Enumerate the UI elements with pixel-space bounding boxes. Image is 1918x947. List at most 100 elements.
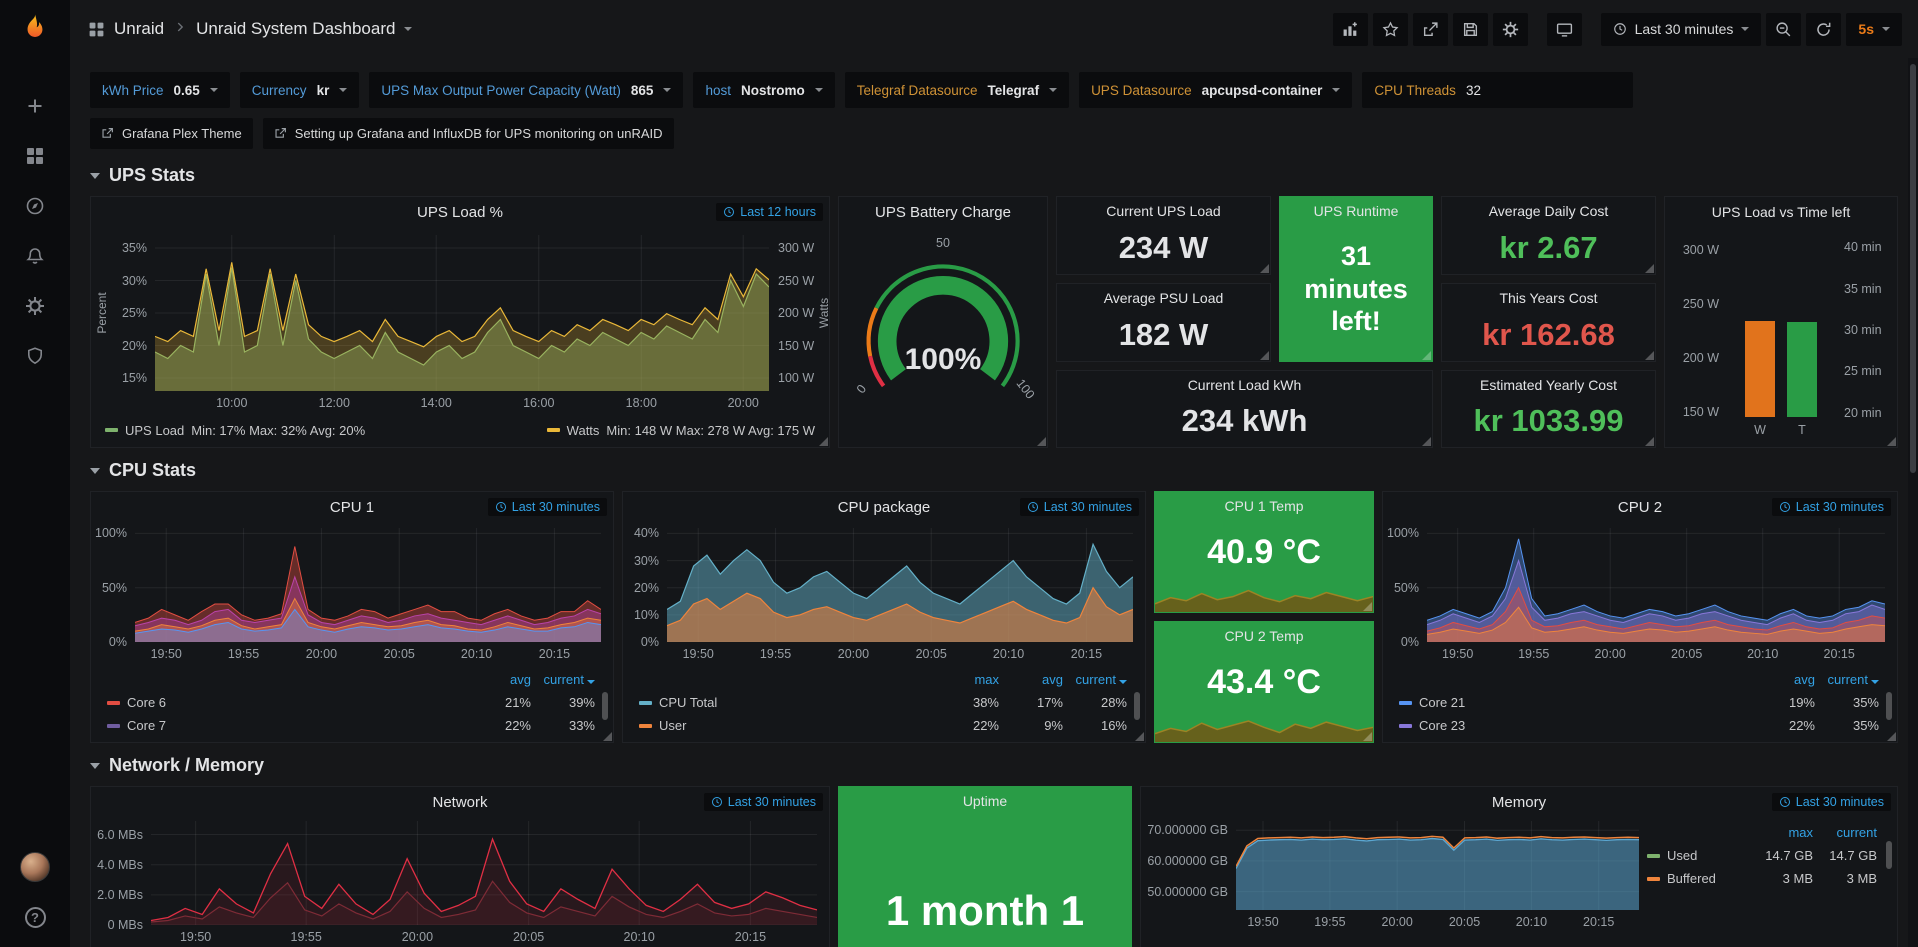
sidebar-item-alerting[interactable] [14, 238, 56, 274]
legend-item[interactable]: Watts Min: 148 W Max: 278 W Avg: 175 W [546, 423, 815, 438]
panel-title[interactable]: Current Load kWh [1187, 377, 1302, 393]
refresh-interval-picker[interactable]: 5s [1846, 12, 1902, 46]
time-range-picker[interactable]: Last 30 minutes [1600, 12, 1762, 46]
panel-title[interactable]: UPS Battery Charge [875, 203, 1011, 221]
variable-value[interactable]: Nostromo [740, 82, 805, 98]
panel-title[interactable]: This Years Cost [1499, 290, 1598, 306]
series-swatch[interactable] [639, 700, 652, 705]
variable-kwh-price[interactable]: kWh Price 0.65 [90, 72, 230, 108]
variable-ups-max-output-power-capacity-watt-[interactable]: UPS Max Output Power Capacity (Watt) 865 [369, 72, 684, 108]
sidebar-item-help[interactable]: ? [14, 899, 56, 935]
legend-sort-current[interactable]: current [531, 672, 595, 687]
page-scrollbar[interactable] [1908, 58, 1918, 947]
legend-row[interactable]: Core 23 22% 35% [1399, 714, 1879, 737]
variable-ups-datasource[interactable]: UPS Datasource apcupsd-container [1079, 72, 1353, 108]
bar-W[interactable] [1745, 321, 1775, 417]
add-panel-button[interactable] [1332, 12, 1368, 46]
panel-title[interactable]: UPS Load % [417, 203, 503, 221]
cycle-view-button[interactable] [1546, 12, 1582, 46]
variable-currency[interactable]: Currency kr [239, 72, 360, 108]
legend-row[interactable]: User 22% 9% 16% [639, 714, 1127, 737]
user-avatar[interactable] [14, 849, 56, 885]
variable-value[interactable]: apcupsd-container [1201, 82, 1323, 98]
sidebar-item-create[interactable] [14, 88, 56, 124]
panel-title[interactable]: CPU 2 [1617, 498, 1663, 516]
legend-scrollbar[interactable] [602, 692, 608, 720]
network-chart[interactable]: 0 MBs 2.0 MBs 4.0 MBs 6.0 MBs 19:50 19:55 20:0… [91, 817, 829, 947]
panel-title[interactable]: CPU package [837, 498, 931, 516]
legend-sort-current[interactable]: current [1815, 672, 1879, 687]
breadcrumb-dashboard[interactable]: Unraid System Dashboard [196, 19, 396, 38]
series-swatch[interactable] [1399, 700, 1412, 705]
share-button[interactable] [1412, 12, 1448, 46]
legend-row[interactable]: Core 21 19% 35% [1399, 691, 1879, 714]
grafana-logo[interactable] [18, 12, 52, 46]
save-button[interactable] [1452, 12, 1488, 46]
legend-sort-max[interactable]: max [1788, 825, 1813, 840]
variable-telegraf-datasource[interactable]: Telegraf Datasource Telegraf [844, 72, 1070, 108]
legend-row[interactable]: Used 14.7 GB 14.7 GB [1647, 844, 1877, 867]
row-toggle-ups-stats[interactable]: UPS Stats [90, 165, 1898, 186]
variable-value[interactable]: 32 [1465, 82, 1481, 98]
legend-row[interactable]: Buffered 3 MB 3 MB [1647, 867, 1877, 890]
battery-gauge[interactable]: 0 50 100 100% [850, 236, 1038, 402]
legend-sort-avg[interactable]: avg [1042, 672, 1063, 687]
memory-chart[interactable]: 50.000000 GB 60.000000 GB 70.000000 GB 19:5… [1141, 817, 1647, 947]
star-button[interactable] [1372, 12, 1408, 46]
legend-scrollbar[interactable] [1886, 841, 1892, 869]
legend-row[interactable]: CPU Total 38% 17% 28% [639, 691, 1127, 714]
variable-cpu-threads[interactable]: CPU Threads 32 [1362, 72, 1633, 108]
scrollbar-thumb[interactable] [1910, 64, 1916, 473]
legend-row[interactable]: Core 7 22% 33% [107, 714, 595, 737]
sidebar-item-server-admin[interactable] [14, 338, 56, 374]
ups-bar-gauge[interactable]: 150 W 200 W 250 W 300 W 20 min 25 min 30 min 35… [1665, 227, 1897, 447]
legend-item[interactable]: UPS Load Min: 17% Max: 32% Avg: 20% [105, 423, 365, 438]
panel-title[interactable]: CPU 2 Temp [1224, 628, 1304, 644]
legend-row[interactable]: Core 6 21% 39% [107, 691, 595, 714]
variable-value[interactable]: 865 [630, 82, 654, 98]
panel-title[interactable]: Average Daily Cost [1488, 203, 1609, 219]
legend-sort-avg[interactable]: avg [510, 672, 531, 687]
legend-sort-current[interactable]: current [1836, 825, 1877, 840]
panel-title[interactable]: CPU 1 [329, 498, 375, 516]
series-swatch[interactable] [107, 723, 120, 728]
panel-title[interactable]: Network [432, 793, 488, 811]
series-swatch[interactable] [107, 700, 120, 705]
panel-title[interactable]: UPS Runtime [1313, 203, 1399, 219]
refresh-button[interactable] [1806, 12, 1842, 46]
panel-title[interactable]: UPS Load vs Time left [1711, 204, 1851, 220]
variable-value[interactable]: Telegraf [987, 82, 1040, 98]
panel-title[interactable]: CPU 1 Temp [1224, 498, 1304, 514]
row-toggle-cpu-stats[interactable]: CPU Stats [90, 460, 1898, 481]
variable-value[interactable]: kr [316, 82, 330, 98]
dashboard-link[interactable]: Setting up Grafana and InfluxDB for UPS … [262, 118, 674, 149]
series-swatch[interactable] [1647, 853, 1660, 858]
variable-value[interactable]: 0.65 [173, 82, 200, 98]
ups-load-chart[interactable]: 15% 20% 25% 30% 35% 100 W 150 W 200 W 250 W 300 W… [91, 227, 831, 419]
bar-T[interactable] [1787, 321, 1817, 417]
cpu-package-chart[interactable]: 0% 10% 20% 30% 40% 19:50 19:55 20:00 20:05 20:10 2… [623, 522, 1145, 668]
variable-host[interactable]: host Nostromo [693, 72, 835, 108]
legend-sort-avg[interactable]: avg [1794, 672, 1815, 687]
panel-title[interactable]: Average PSU Load [1103, 290, 1224, 306]
zoom-out-button[interactable] [1766, 12, 1802, 46]
series-swatch[interactable] [1399, 723, 1412, 728]
legend-scrollbar[interactable] [1886, 692, 1892, 720]
panel-title[interactable]: Uptime [962, 793, 1008, 809]
cpu-2-chart[interactable]: 0% 50% 100% 19:50 19:55 20:00 20:05 20:10 20:15 [1383, 522, 1897, 668]
dashboard-link[interactable]: Grafana Plex Theme [90, 118, 253, 149]
legend-sort-max[interactable]: max [974, 672, 999, 687]
sidebar-item-dashboards[interactable] [14, 138, 56, 174]
row-toggle-network-memory[interactable]: Network / Memory [90, 755, 1898, 776]
dashboard-settings-button[interactable] [1492, 12, 1528, 46]
series-swatch[interactable] [1647, 876, 1660, 881]
panel-title[interactable]: Current UPS Load [1106, 203, 1221, 219]
sidebar-item-configuration[interactable] [14, 288, 56, 324]
series-swatch[interactable] [639, 723, 652, 728]
legend-sort-current[interactable]: current [1063, 672, 1127, 687]
legend-scrollbar[interactable] [1134, 692, 1140, 720]
sidebar-item-explore[interactable] [14, 188, 56, 224]
cpu-1-chart[interactable]: 0% 50% 100% 19:50 19:55 20:00 20:05 20:10 20:15 [91, 522, 613, 668]
chevron-down-icon[interactable] [404, 27, 413, 31]
panel-title[interactable]: Memory [1491, 793, 1547, 811]
